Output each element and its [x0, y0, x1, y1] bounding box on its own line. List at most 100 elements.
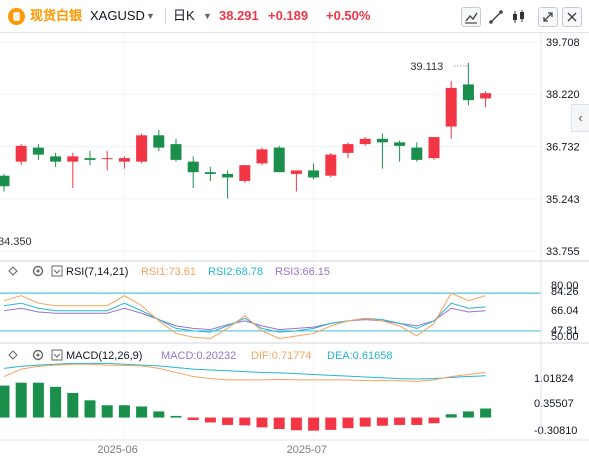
collapse-side-panel-button[interactable]: ‹: [571, 104, 589, 132]
menu-box: [51, 349, 63, 361]
macd-histogram-bar: [325, 417, 337, 430]
macd-histogram-bar: [32, 382, 44, 418]
candle-body: [325, 154, 337, 176]
macd-histogram-bar: [445, 414, 457, 418]
macd-histogram-bar: [67, 392, 79, 418]
indicators-button[interactable]: [461, 7, 481, 27]
symbol-name[interactable]: 现货白银: [30, 8, 83, 23]
candle-body: [308, 170, 320, 178]
candle-body: [462, 84, 474, 101]
candle-body: [15, 145, 27, 162]
candle-body: [170, 144, 182, 160]
macd-histogram-bar: [342, 417, 354, 429]
macd-histogram-bar: [480, 408, 492, 418]
candle-body: [32, 147, 44, 155]
candle-body: [0, 175, 10, 187]
price-axis-tick: 39.708: [546, 37, 580, 49]
macd-histogram-bar: [50, 386, 62, 418]
macd-histogram-bar: [15, 382, 27, 418]
rsi-menu-icon: [51, 265, 63, 277]
gear-center: [36, 353, 40, 357]
price-change: +0.189: [268, 8, 309, 23]
candle-body: [187, 161, 199, 173]
candle-body: [239, 165, 251, 181]
symbol-code[interactable]: XAGUSD: [90, 8, 145, 23]
chart-toolbar: 现货白银 XAGUSD ▼ 日K ▼ 38.291 +0.189 +0.50%: [0, 0, 589, 33]
macd-settings-icon: [32, 349, 44, 361]
macd-histogram-bar: [118, 405, 130, 418]
macd-dea-line: [3, 362, 486, 380]
macd-histogram-bar: [359, 417, 371, 427]
rsi-axis-tick: 50.00: [551, 331, 579, 343]
candle-style-icon: [513, 10, 524, 23]
chevron-left-icon: ‹: [578, 110, 583, 125]
gear-ring: [32, 349, 44, 361]
macd-histogram-bar: [170, 415, 182, 418]
low-price-label: 34.350: [0, 236, 32, 248]
menu-chevron: [53, 269, 61, 274]
close-chart-button[interactable]: [562, 7, 582, 27]
candle-body: [394, 142, 406, 146]
gear-center: [36, 269, 40, 273]
candle-body: [359, 138, 371, 145]
rsi-value-label: RSI3:66.15: [275, 266, 330, 278]
drawing-tools-button[interactable]: [486, 7, 506, 27]
macd-value-label: DIF:0.71774: [251, 350, 312, 362]
macd-histogram-bar: [222, 417, 234, 425]
indicators-icon: [465, 12, 478, 24]
rsi-axis-tick: 66.04: [551, 305, 579, 317]
macd-histogram-bar: [256, 417, 268, 428]
candle-body: [256, 149, 268, 164]
symbol-logo-icon: [8, 8, 25, 25]
menu-box: [51, 265, 63, 277]
drawing-icon: [489, 10, 503, 24]
candle-body: [222, 173, 234, 178]
macd-histogram-bar: [136, 406, 148, 418]
gear-ring: [32, 265, 44, 277]
fullscreen-icon: [543, 12, 553, 22]
rsi-value-label: RSI1:73.61: [141, 266, 196, 278]
candle-body: [342, 144, 354, 153]
interval-selector[interactable]: 日K: [173, 8, 195, 23]
rsi-settings-icon: [32, 265, 44, 277]
macd-histogram-bar: [0, 385, 10, 418]
fullscreen-button[interactable]: [538, 7, 558, 27]
candle-body: [118, 158, 130, 162]
macd-visibility-icon: [8, 350, 18, 360]
rsi2-line: [3, 302, 486, 333]
price-axis-tick: 36.732: [546, 141, 580, 153]
macd-histogram-bar: [462, 411, 474, 418]
time-axis-label: 2025-06: [97, 444, 137, 456]
macd-value-label: MACD:0.20232: [161, 350, 236, 362]
rsi3-line: [3, 307, 486, 331]
candle-body: [204, 172, 216, 174]
rsi-value-label: RSI2:68.78: [208, 266, 263, 278]
candle-body: [290, 170, 302, 174]
candle-style-button[interactable]: [509, 7, 529, 27]
eye-shape: [8, 266, 18, 276]
macd-histogram-bar: [308, 417, 320, 431]
macd-axis-tick: 0.35507: [534, 398, 574, 410]
macd-histogram-bar: [101, 405, 113, 418]
price-axis-tick: 33.755: [546, 246, 580, 258]
rsi-axis-tick: 80.00: [551, 280, 579, 292]
high-price-label: 39.113: [410, 61, 443, 73]
macd-histogram-bar: [428, 417, 440, 424]
macd-axis-tick: -0.30810: [534, 425, 577, 437]
candle-body: [273, 147, 285, 173]
candle-body: [153, 135, 165, 148]
interval-dropdown-chevron-icon[interactable]: ▼: [203, 11, 212, 21]
candle-body: [411, 147, 423, 160]
rsi1-line: [3, 292, 486, 339]
macd-histogram-bar: [153, 411, 165, 418]
macd-histogram-bar: [239, 417, 251, 426]
symbol-dropdown-chevron-icon[interactable]: ▼: [146, 11, 155, 21]
macd-histogram-bar: [394, 417, 406, 425]
macd-histogram-bar: [187, 417, 199, 421]
eye-shape: [8, 350, 18, 360]
candle-body: [84, 158, 96, 160]
macd-dif-line: [3, 363, 486, 382]
candle-body: [50, 156, 62, 162]
candle-body: [67, 156, 79, 162]
